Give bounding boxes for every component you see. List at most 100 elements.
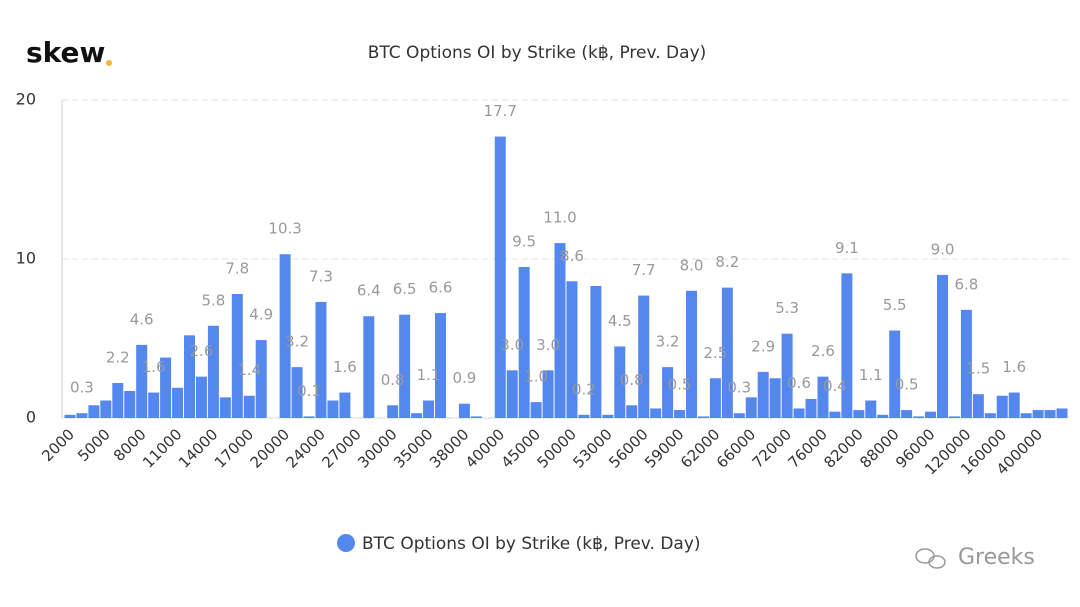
bar: [291, 367, 303, 418]
bar: [112, 383, 124, 418]
data-label: 3.0: [500, 336, 524, 354]
x-tick-label: 14000: [175, 425, 221, 471]
x-tick-label: 88000: [856, 425, 902, 471]
watermark: Greeks: [958, 545, 1035, 570]
data-label: 0.5: [895, 376, 919, 394]
bar: [530, 402, 542, 418]
data-label: 6.4: [357, 282, 381, 300]
data-label: 4.9: [249, 306, 273, 324]
bar: [184, 335, 195, 418]
bar: [494, 136, 506, 418]
data-label: 1.1: [417, 366, 441, 384]
bar: [423, 400, 435, 418]
bar: [925, 411, 937, 418]
bar: [721, 287, 733, 418]
bar: [841, 273, 853, 418]
bar: [805, 398, 817, 418]
bar: [566, 281, 578, 418]
data-label: 8.6: [560, 247, 584, 265]
data-label: 9.0: [931, 240, 955, 258]
bar: [769, 378, 781, 418]
bar: [518, 266, 530, 418]
bar: [207, 325, 219, 418]
data-label: 3.2: [656, 333, 680, 351]
data-label: 0.3: [70, 379, 94, 397]
data-label: 0.1: [297, 382, 321, 400]
bar: [100, 400, 112, 418]
bar: [614, 346, 626, 418]
x-tick-label: 53000: [569, 425, 615, 471]
data-label: 1.0: [524, 368, 548, 386]
bar: [996, 395, 1008, 418]
x-tick-label: 72000: [749, 425, 795, 471]
bar: [960, 309, 972, 418]
x-tick-label: 76000: [785, 425, 831, 471]
bar: [853, 410, 865, 418]
bar: [387, 405, 399, 418]
x-tick-label: 38000: [426, 425, 472, 471]
x-tick-label: 11000: [139, 425, 185, 471]
data-label: 3.2: [285, 333, 309, 351]
brand-logo: skew: [26, 36, 105, 69]
x-tick-label: 5000: [74, 425, 114, 465]
x-tick-label: 24000: [283, 425, 329, 471]
bar: [172, 387, 184, 418]
legend-marker: [337, 534, 355, 552]
watermark-icon: [915, 548, 946, 569]
bar: [160, 357, 172, 418]
data-label: 5.3: [775, 299, 799, 317]
bar: [829, 411, 841, 418]
chart-title: BTC Options OI by Strike (k฿, Prev. Day): [368, 43, 707, 63]
bar: [984, 413, 996, 418]
bar: [506, 370, 518, 418]
bar: [745, 397, 757, 418]
data-label: 1.6: [333, 358, 357, 376]
data-label: 5.5: [883, 296, 907, 314]
data-label: 6.6: [429, 279, 453, 297]
bar: [793, 408, 805, 418]
bar: [817, 376, 829, 418]
x-tick-label: 62000: [677, 425, 723, 471]
bar: [542, 370, 554, 418]
bar: [865, 400, 877, 418]
y-tick-label: 10: [16, 249, 36, 268]
x-tick-label: 17000: [211, 425, 257, 471]
bar: [889, 330, 901, 418]
brand-dot: [106, 60, 112, 66]
data-label: 2.9: [751, 337, 775, 355]
bar: [1044, 410, 1056, 418]
bar: [948, 416, 960, 418]
x-tick-label: 50000: [534, 425, 580, 471]
data-label: 6.8: [954, 275, 978, 293]
bar: [674, 410, 686, 418]
bar: [279, 254, 291, 418]
bar: [124, 390, 136, 418]
data-label: 1.4: [237, 361, 261, 379]
data-label: 0.4: [823, 377, 847, 395]
bar: [231, 293, 243, 418]
data-label: 10.3: [268, 220, 301, 238]
x-tick-label: 66000: [713, 425, 759, 471]
bar: [686, 290, 697, 418]
data-label: 1.5: [966, 360, 990, 378]
bar: [781, 333, 793, 418]
data-label: 0.8: [620, 371, 644, 389]
data-label: 0.3: [727, 379, 751, 397]
x-tick-label: 45000: [498, 425, 544, 471]
y-tick-label: 20: [16, 90, 36, 109]
bar: [303, 416, 315, 418]
data-label: 0.5: [668, 376, 692, 394]
bar: [339, 392, 351, 418]
bar: [650, 408, 662, 418]
bar: [1008, 392, 1020, 418]
y-tick-label: 0: [26, 408, 36, 427]
data-label: 8.2: [715, 253, 739, 271]
bar: [470, 416, 482, 418]
data-label: 9.5: [512, 232, 536, 250]
x-tick-label: 40000: [462, 425, 508, 471]
x-tick-label: 30000: [354, 425, 400, 471]
bar: [697, 416, 709, 418]
bar: [638, 295, 650, 418]
bar: [435, 313, 446, 418]
